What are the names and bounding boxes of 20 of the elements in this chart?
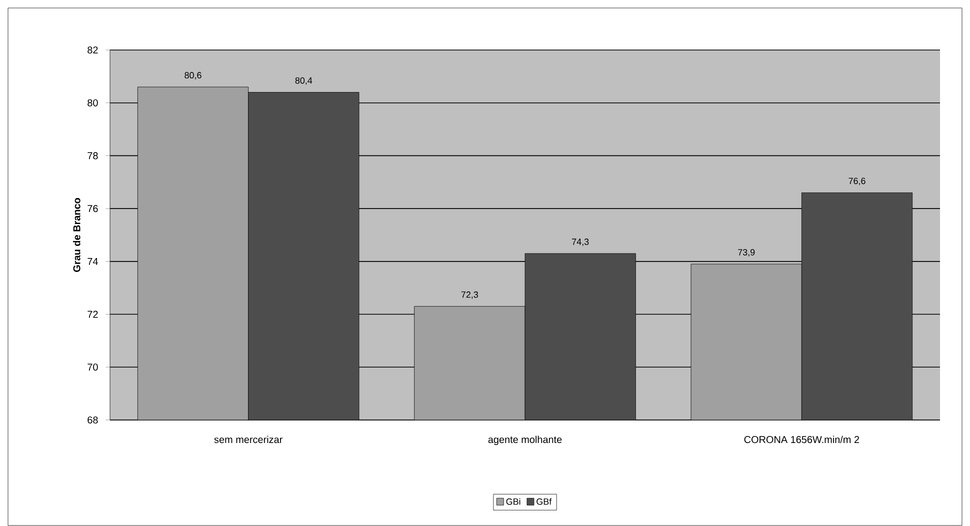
- y-tick-label: 68: [88, 416, 98, 424]
- x-tick-label: sem mercerizar: [214, 436, 282, 444]
- y-tick-label: 76: [88, 205, 98, 212]
- data-label: 80,6: [184, 72, 202, 80]
- y-tick-label: 82: [88, 46, 98, 54]
- x-tick-label: CORONA 1656W.min/m 2: [744, 436, 860, 444]
- data-label: 73,9: [738, 249, 755, 257]
- y-tick-label: 72: [88, 310, 98, 318]
- legend-label: GBf: [536, 498, 552, 505]
- data-label: 80,4: [295, 77, 312, 85]
- x-tick-label: agente molhante: [488, 436, 562, 446]
- y-tick-label: 78: [88, 152, 98, 160]
- y-tick-label: 70: [88, 364, 98, 371]
- data-label: 76,6: [848, 178, 866, 186]
- y-tick-label: 80: [88, 99, 98, 106]
- legend-label: GBi: [506, 498, 520, 505]
- y-tick-label: 74: [88, 258, 98, 265]
- data-label: 74,3: [572, 238, 589, 246]
- y-axis-title: Grau de Branco: [73, 198, 80, 272]
- data-label: 72,3: [461, 291, 478, 299]
